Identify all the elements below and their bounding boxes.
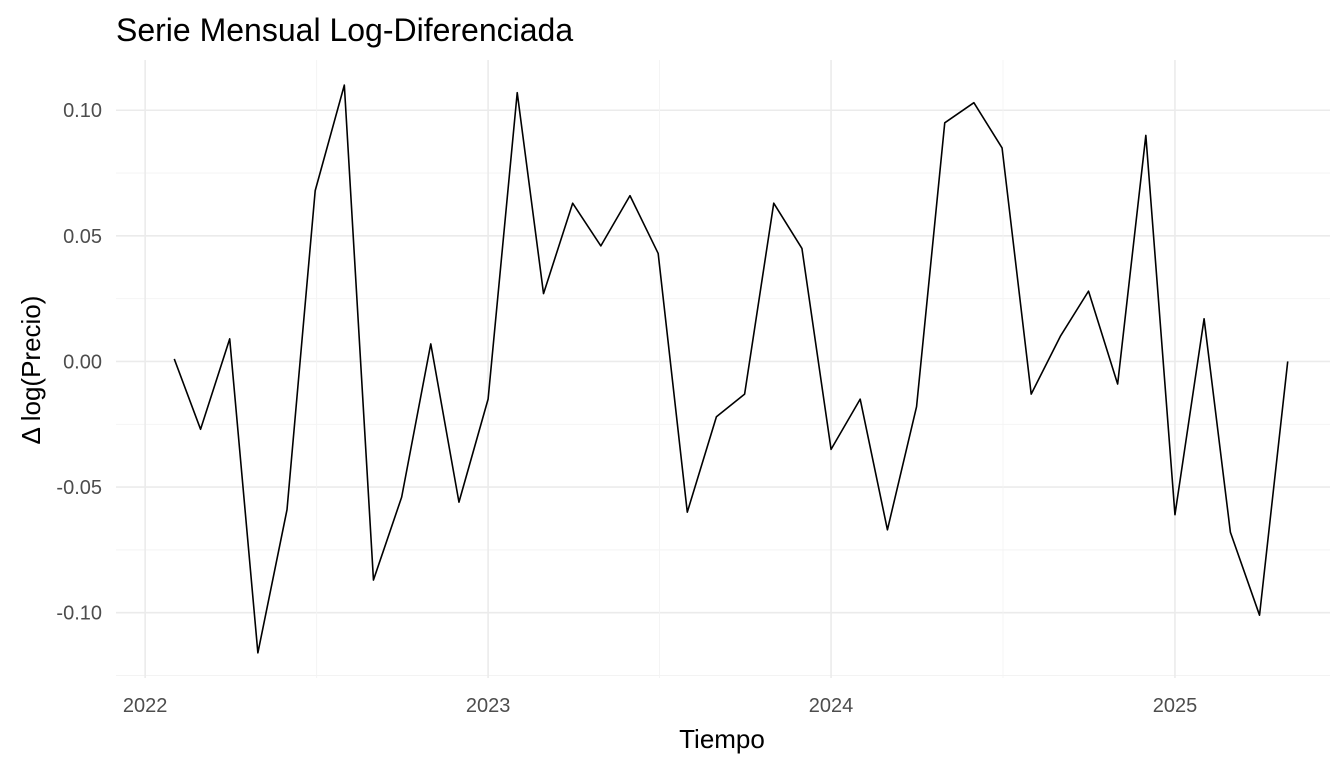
x-axis-ticks: 2022 2023 2024 2025 xyxy=(123,695,1197,717)
y-tick-label: 0.10 xyxy=(63,100,102,122)
chart-title: Serie Mensual Log-Diferenciada xyxy=(116,12,573,48)
y-tick-label: -0.10 xyxy=(56,603,102,625)
x-tick-label: 2022 xyxy=(123,695,168,717)
y-tick-label: 0.00 xyxy=(63,351,102,373)
gridlines xyxy=(116,60,1330,678)
y-tick-label: 0.05 xyxy=(63,226,102,248)
x-tick-label: 2025 xyxy=(1153,695,1198,717)
x-axis-title: Tiempo xyxy=(679,724,765,754)
x-tick-label: 2023 xyxy=(466,695,511,717)
series-line xyxy=(173,84,1289,654)
y-axis-ticks: 0.10 0.05 0.00 -0.05 -0.10 xyxy=(56,100,102,624)
y-tick-label: -0.05 xyxy=(56,477,102,499)
series-layer xyxy=(173,84,1289,654)
y-axis-title: Δ log(Precio) xyxy=(16,296,46,445)
x-tick-label: 2024 xyxy=(809,695,854,717)
